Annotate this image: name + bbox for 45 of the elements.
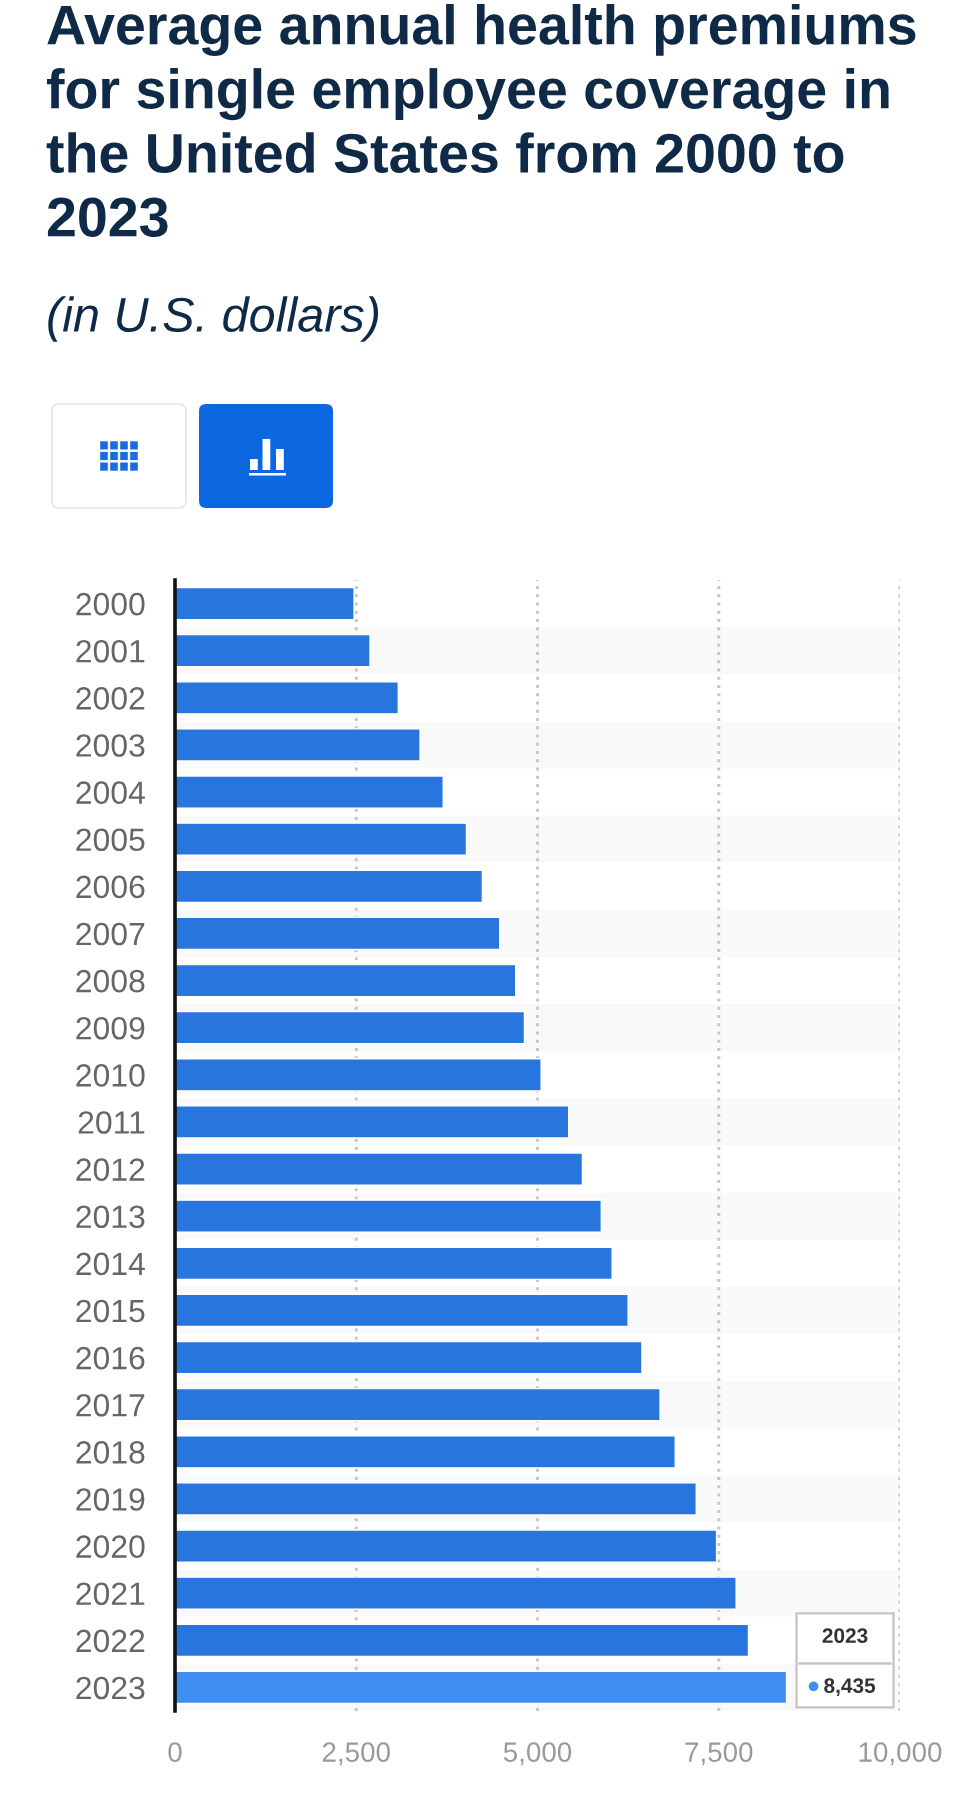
y-tick-label: 2007 [76,922,145,946]
y-tick-label: 2013 [76,1205,145,1229]
y-tick-label: 2011 [78,1111,145,1134]
bar [175,586,355,621]
y-tick-label: 2000 [76,592,145,616]
x-tick-label: 5,000 [503,1742,572,1766]
y-tick-label: 2021 [76,1582,145,1606]
bar [175,1623,750,1658]
y-tick-label: 2019 [76,1488,145,1511]
y-tick-label: 2012 [76,1158,145,1181]
chart-title: Average annual health premiums for single employee coverage in the United States from 2000 to 2023 [46,4,916,237]
annotation: 2023 [822,1628,868,1644]
bar [175,1529,718,1563]
y-tick-label: 2001 [76,639,145,663]
y-tick-label: 2022 [76,1629,145,1653]
y-tick-label: 2023 [76,1676,145,1700]
bar [175,775,444,809]
x-tick-label: 0 [168,1742,182,1762]
bar [175,1340,643,1375]
y-tick-label: 2015 [76,1299,145,1323]
y-tick-label: 2005 [76,828,145,852]
y-tick-label: 2010 [76,1064,145,1087]
y-tick-label: 2003 [76,734,145,757]
y-tick-label: 2009 [76,1016,145,1040]
bar [175,1152,584,1186]
y-tick-label: 2002 [76,687,145,710]
bar [175,1246,613,1281]
bar [175,963,517,998]
x-tick-label: 10,000 [859,1742,942,1766]
y-tick-label: 2017 [76,1393,145,1417]
bar [175,1435,676,1469]
y-tick-label: 2006 [76,875,145,899]
chart-subtitle: (in U.S. dollars) [48,296,379,342]
data-label: 8,435 [824,1678,876,1697]
y-tick-label: 2016 [76,1346,145,1370]
bar [175,681,399,715]
x-tick-label: 7,500 [685,1742,753,1766]
bar [175,869,484,904]
y-tick-label: 2004 [76,781,145,804]
y-tick-label: 2008 [76,969,145,993]
bar [175,1058,542,1092]
y-tick-label: 2018 [76,1441,145,1464]
y-tick-label: 2014 [76,1252,145,1276]
y-tick-label: 2020 [76,1535,145,1558]
x-tick-label: 2,500 [322,1742,390,1766]
